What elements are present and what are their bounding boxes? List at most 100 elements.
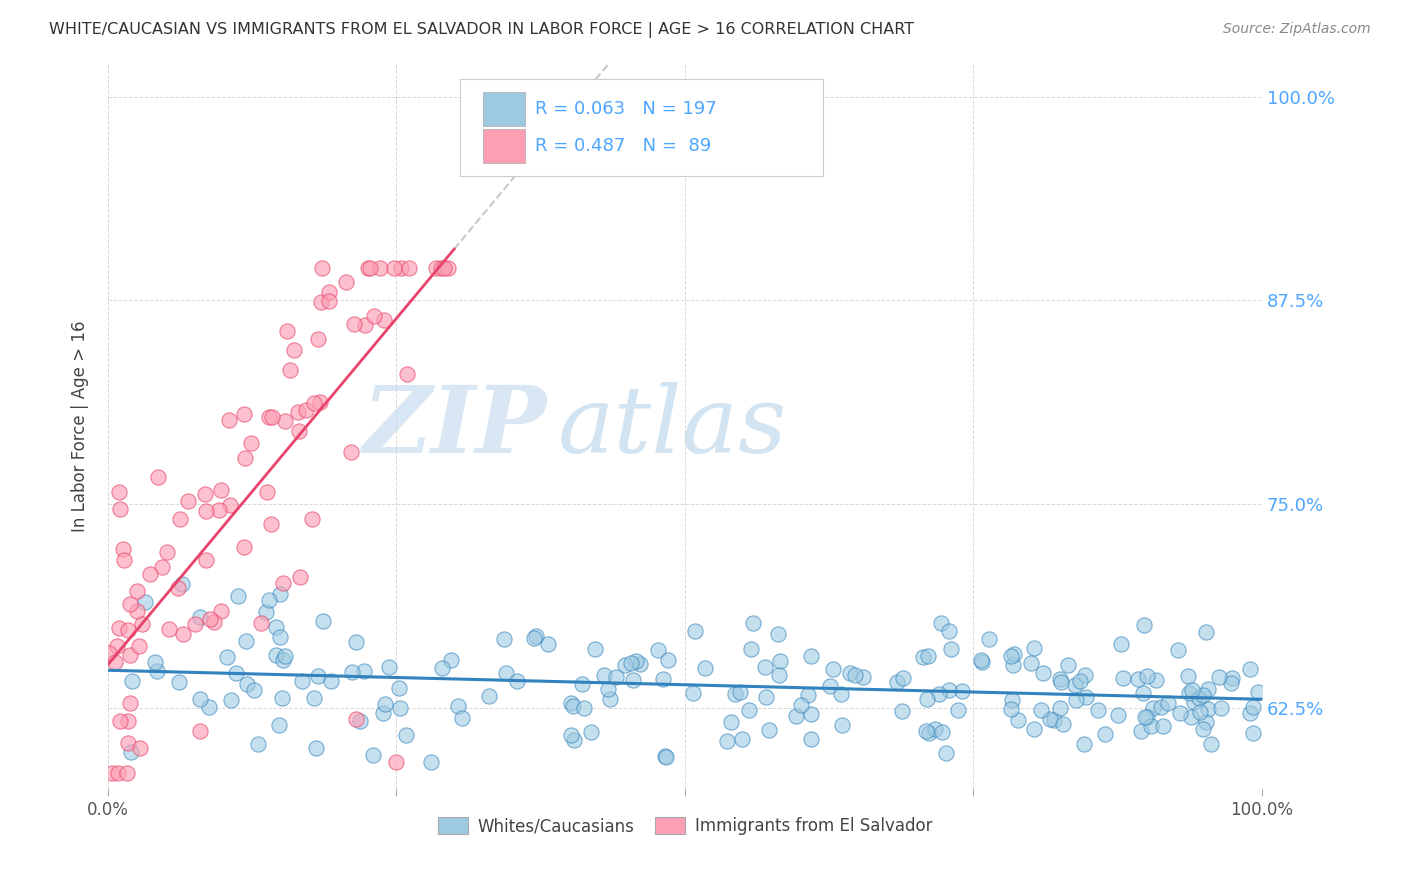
Point [209,483,232,497]
Point [572,700,595,714]
Text: atlas: atlas [558,382,787,472]
Point [344,712,367,726]
Point [1142,700,1164,714]
Point [1132,618,1154,632]
Point [938,682,960,697]
Point [523,631,546,645]
Point [560,728,582,742]
Point [1211,701,1233,715]
Point [134,595,156,609]
Point [117,714,139,729]
Point [108,502,131,516]
Point [235,677,257,691]
Point [198,612,221,626]
Point [1001,693,1024,707]
Point [104,655,127,669]
Point [740,641,762,656]
Point [1241,700,1264,714]
Point [977,632,1000,646]
Point [830,687,852,701]
Point [738,703,761,717]
Point [1107,708,1129,723]
Point [799,649,821,664]
Point [1182,695,1205,709]
Point [852,670,875,684]
FancyBboxPatch shape [484,128,524,163]
Point [1049,675,1071,690]
Point [274,649,297,664]
Point [730,685,752,699]
Point [1039,712,1062,726]
Point [420,755,443,769]
Point [1247,685,1270,699]
Point [195,503,218,517]
Point [148,470,170,484]
Point [198,699,221,714]
Point [340,665,363,679]
Point [785,709,807,723]
Point [120,597,142,611]
Point [101,766,124,780]
Point [430,260,453,275]
Point [605,670,627,684]
Point [108,484,131,499]
Point [1139,719,1161,733]
Point [145,664,167,678]
Point [389,260,412,275]
Point [800,732,823,747]
Point [382,260,405,275]
Point [657,653,679,667]
Point [115,766,138,780]
Point [1136,669,1159,683]
Point [167,675,190,690]
Point [117,624,139,638]
Point [654,749,676,764]
Point [886,675,908,690]
Point [1239,662,1261,676]
Point [1188,690,1211,705]
Point [716,734,738,748]
Point [599,691,621,706]
Point [131,617,153,632]
Point [1192,722,1215,736]
Point [1049,673,1071,687]
Point [1126,672,1149,686]
Point [398,260,420,275]
Point [1208,670,1230,684]
Point [1197,681,1219,696]
Point [495,666,517,681]
Point [335,275,357,289]
Point [373,706,395,720]
FancyBboxPatch shape [484,92,524,127]
Point [628,657,651,672]
Point [1220,675,1243,690]
Point [176,493,198,508]
Text: R = 0.487   N =  89: R = 0.487 N = 89 [534,136,711,155]
Point [1178,686,1201,700]
Point [118,648,141,662]
Point [844,668,866,682]
Point [228,589,250,603]
Point [395,728,418,742]
Point [387,681,409,695]
Point [183,617,205,632]
Point [194,487,217,501]
Point [318,293,340,308]
Point [1109,637,1132,651]
Point [249,616,271,631]
Point [239,436,262,450]
Point [264,620,287,634]
FancyBboxPatch shape [460,78,824,177]
Point [218,413,240,427]
Point [266,648,288,662]
Point [370,260,392,275]
Point [374,698,396,712]
Point [188,723,211,738]
Point [128,741,150,756]
Point [1239,706,1261,720]
Point [117,735,139,749]
Point [1152,719,1174,733]
Point [935,746,957,760]
Point [1024,723,1046,737]
Point [1064,678,1087,692]
